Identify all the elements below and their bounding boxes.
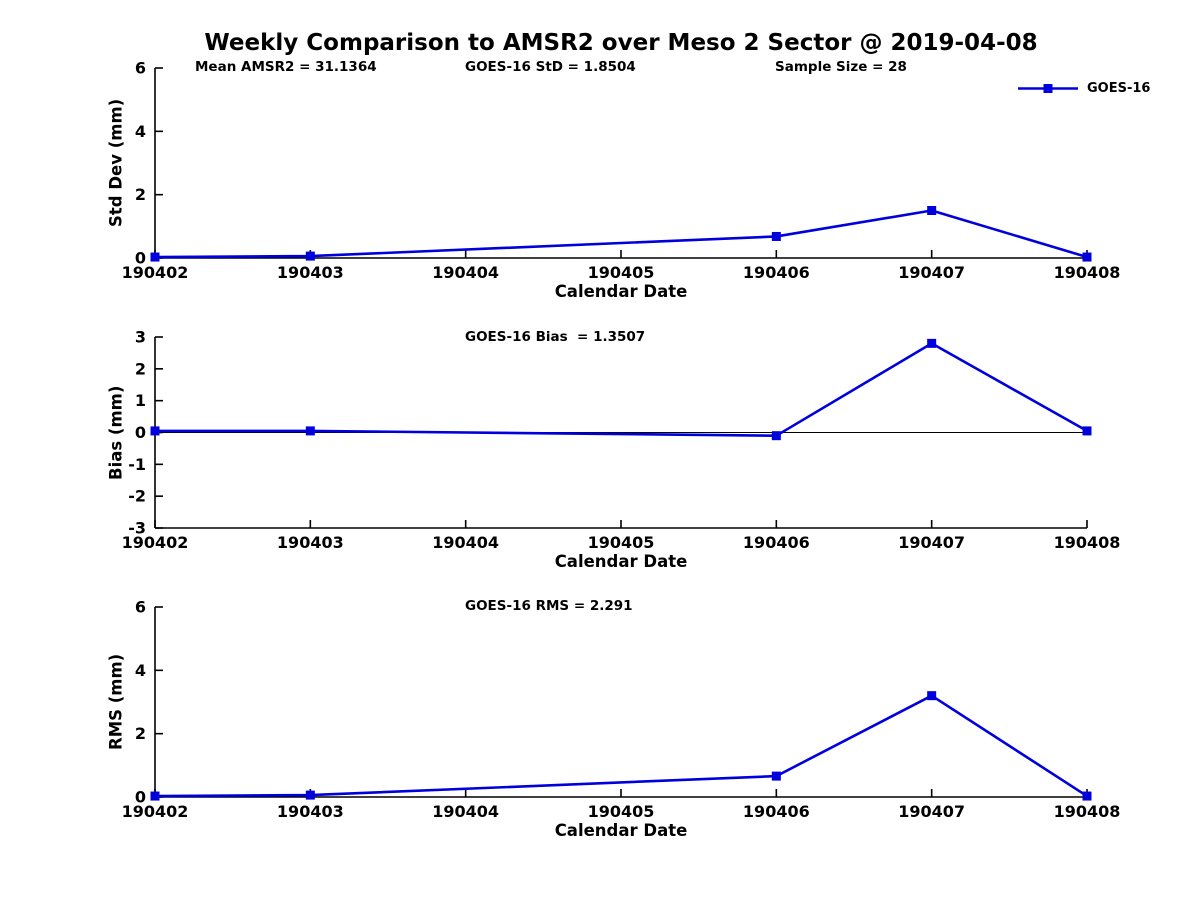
data-point-marker xyxy=(771,771,781,781)
figure-title: Weekly Comparison to AMSR2 over Meso 2 S… xyxy=(204,30,1038,56)
data-point-marker xyxy=(150,252,160,262)
y-tick-label: 0 xyxy=(135,423,146,442)
x-tick-label: 190402 xyxy=(122,802,189,821)
data-point-marker xyxy=(771,231,781,241)
y-tick-label: 6 xyxy=(135,598,146,617)
x-tick-label: 190406 xyxy=(743,263,810,282)
data-point-marker xyxy=(927,338,937,348)
y-tick-label: 2 xyxy=(135,724,146,743)
x-tick-label: 190406 xyxy=(743,802,810,821)
legend-line-marker-icon xyxy=(1018,84,1078,93)
x-tick-label: 190405 xyxy=(588,802,655,821)
annotation-goes16-bias: GOES-16 Bias = 1.3507 xyxy=(465,329,646,345)
y-tick-label: 6 xyxy=(135,59,146,78)
annotation-sample-size: Sample Size = 28 xyxy=(775,59,907,75)
xlabel-calendar-date-3: Calendar Date xyxy=(554,821,688,840)
data-point-marker xyxy=(305,426,315,436)
x-tick-label: 190404 xyxy=(432,263,499,282)
subplot-rms-panel: 0 2 4 6 190402 190403 190404 190405 190406 190407… xyxy=(122,598,1121,822)
legend-label: GOES-16 xyxy=(1087,81,1151,96)
annotation-goes16-std: GOES-16 StD = 1.8504 xyxy=(465,59,636,75)
y-tick-label: 3 xyxy=(135,328,146,347)
x-tick-label: 190403 xyxy=(277,263,344,282)
x-tick-label: 190407 xyxy=(898,533,965,552)
x-tick-label: 190402 xyxy=(122,263,189,282)
x-tick-label: 190408 xyxy=(1054,263,1121,282)
data-point-marker xyxy=(150,791,160,801)
x-tick-label: 190405 xyxy=(588,263,655,282)
annotation-mean-amsr2: Mean AMSR2 = 31.1364 xyxy=(195,59,377,75)
x-tick-label: 190407 xyxy=(898,802,965,821)
series-line-goes-16 xyxy=(154,694,1088,798)
y-tick-label: 0 xyxy=(135,249,146,268)
data-point-marker xyxy=(305,251,315,261)
x-tick-label: 190408 xyxy=(1054,802,1121,821)
xlabel-calendar-date-2: Calendar Date xyxy=(554,552,688,571)
data-point-marker xyxy=(927,206,937,215)
x-tick-label: 190407 xyxy=(898,263,965,282)
x-tick-label: 190405 xyxy=(588,533,655,552)
x-tick-label: 190403 xyxy=(277,802,344,821)
xlabel-calendar-date-1: Calendar Date xyxy=(554,282,688,301)
legend: GOES-16 xyxy=(1016,81,1150,96)
subplot-bias-panel: -3 -2 -1 0 1 2 3 190402 190403 190404 190405 190406… xyxy=(122,328,1121,553)
subplot-std-dev-panel: 0 2 4 6 190402 190403 190404 190405 190406 190407… xyxy=(122,59,1121,283)
y-tick-label: -2 xyxy=(128,487,146,506)
x-tick-label: 190404 xyxy=(432,533,499,552)
x-tick-label: 190406 xyxy=(743,533,810,552)
y-tick-label: 0 xyxy=(135,788,146,807)
x-tick-label: 190404 xyxy=(432,802,499,821)
y-tick-label: 4 xyxy=(135,661,146,680)
data-point-marker xyxy=(1082,791,1092,801)
data-point-marker xyxy=(150,426,160,436)
y-tick-label: 1 xyxy=(135,391,146,410)
y-tick-label: 2 xyxy=(135,359,146,378)
y-tick-label: 4 xyxy=(135,122,146,141)
data-point-marker xyxy=(771,431,781,441)
y-tick-label: -3 xyxy=(128,519,146,538)
data-point-marker xyxy=(305,790,315,800)
x-tick-label: 190408 xyxy=(1054,533,1121,552)
data-point-marker xyxy=(1082,252,1092,262)
annotation-goes16-rms: GOES-16 RMS = 2.291 xyxy=(465,598,633,614)
x-tick-label: 190402 xyxy=(122,533,189,552)
y-tick-label: -1 xyxy=(128,455,146,474)
x-tick-label: 190403 xyxy=(277,533,344,552)
series-line-goes-16 xyxy=(155,342,1088,437)
data-point-marker xyxy=(1082,426,1092,436)
y-tick-label: 2 xyxy=(135,185,146,204)
data-point-marker xyxy=(927,691,937,701)
